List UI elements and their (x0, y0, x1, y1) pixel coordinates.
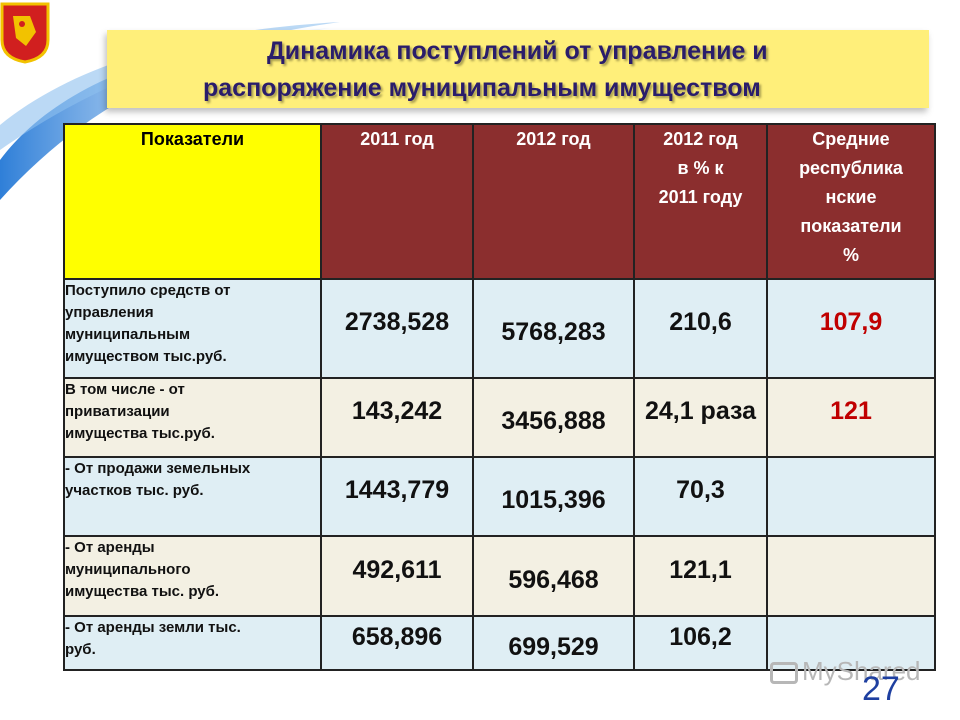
cell-2012: 3456,888 (472, 377, 635, 458)
cell-2011: 2738,528 (320, 278, 474, 379)
cell-percent: 24,1 раза (633, 377, 768, 458)
header-text: 2012 год (516, 129, 591, 149)
cell-2012: 1015,396 (472, 456, 635, 537)
value: 143,242 (351, 397, 443, 425)
cell-2012: 699,529 (472, 615, 635, 671)
table-row: - От продажи земельных участков тыс. руб… (63, 456, 936, 537)
header-republic-average: Средние республика нские показатели % (766, 123, 936, 280)
value: 24,1 раза (644, 397, 757, 425)
value: 1015,396 (501, 486, 606, 514)
header-text: 2012 год в % к 2011 году (658, 129, 743, 207)
value: 107,9 (819, 308, 883, 336)
header-text: 2011 год (360, 129, 434, 149)
table-row: Поступило средств от управления муниципа… (63, 278, 936, 379)
cell-2011: 1443,779 (320, 456, 474, 537)
header-2011: 2011 год (320, 123, 474, 280)
cell-percent: 106,2 (633, 615, 768, 671)
row-label: В том числе - от приватизации имущества … (63, 377, 322, 458)
cell-2011: 658,896 (320, 615, 474, 671)
table-row: - От аренды муниципального имущества тыс… (63, 535, 936, 617)
value: 596,468 (508, 565, 599, 594)
value: 2738,528 (344, 308, 450, 336)
value: 658,896 (351, 622, 443, 651)
value: 121,1 (669, 555, 732, 584)
value: 699,529 (508, 632, 599, 661)
header-indicators: Показатели (63, 123, 322, 280)
coat-of-arms-logo (0, 2, 50, 64)
table-header-row: Показатели 2011 год 2012 год 2012 год в … (63, 123, 936, 280)
value: 121 (830, 397, 872, 425)
cell-average: 121 (766, 377, 936, 458)
slide-title-line-2: распоряжение муниципальным имуществом (203, 74, 761, 102)
cell-2012: 596,468 (472, 535, 635, 617)
row-label: - От аренды муниципального имущества тыс… (63, 535, 322, 617)
cell-percent: 210,6 (633, 278, 768, 379)
row-label: - От продажи земельных участков тыс. руб… (63, 456, 322, 537)
watermark: MyShared (770, 656, 921, 687)
cell-average (766, 535, 936, 617)
value: 106,2 (669, 622, 732, 651)
header-2012-percent: 2012 год в % к 2011 году (633, 123, 768, 280)
slide-title-box: Динамика поступлений от управление и рас… (107, 30, 929, 108)
slide-title-line-1: Динамика поступлений от управление и (267, 37, 768, 65)
header-2012: 2012 год (472, 123, 635, 280)
revenue-table: Показатели 2011 год 2012 год 2012 год в … (63, 123, 936, 671)
header-text: Показатели (140, 129, 245, 149)
row-label: - От аренды земли тыс. руб. (63, 615, 322, 671)
cell-percent: 121,1 (633, 535, 768, 617)
table-row: - От аренды земли тыс. руб. 658,896 699,… (63, 615, 936, 671)
cell-average (766, 456, 936, 537)
cell-average: 107,9 (766, 278, 936, 379)
cell-2011: 492,611 (320, 535, 474, 617)
table-row: В том числе - от приватизации имущества … (63, 377, 936, 458)
page-number: 27 (862, 670, 900, 708)
value: 70,3 (676, 476, 725, 504)
header-text: Средние республика нские показатели % (799, 129, 903, 265)
value: 210,6 (669, 308, 732, 336)
row-label: Поступило средств от управления муниципа… (63, 278, 322, 379)
cell-percent: 70,3 (633, 456, 768, 537)
watermark-text: MyShared (802, 656, 921, 686)
value: 3456,888 (501, 407, 606, 435)
cell-2012: 5768,283 (472, 278, 635, 379)
projector-icon (770, 662, 798, 685)
value: 1443,779 (344, 476, 450, 504)
value: 5768,283 (501, 318, 606, 346)
cell-2011: 143,242 (320, 377, 474, 458)
value: 492,611 (352, 555, 442, 584)
cell-average (766, 615, 936, 671)
